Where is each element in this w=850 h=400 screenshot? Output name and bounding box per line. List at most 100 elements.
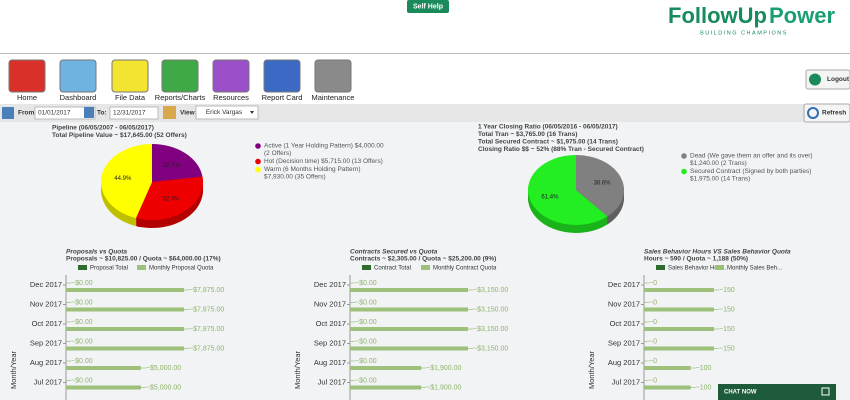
bar	[66, 366, 141, 370]
nav-icon[interactable]	[212, 59, 250, 93]
refresh-label[interactable]: Refresh	[822, 110, 846, 117]
y-tick-label: Dec 2017	[608, 280, 640, 289]
bar-value-label: ~$0.00	[355, 358, 377, 365]
y-tick-label: Oct 2017	[316, 319, 346, 328]
legend-swatch	[255, 166, 261, 173]
bar-value-label: ~150	[719, 326, 735, 333]
nav-label[interactable]: Reports/Charts	[155, 93, 206, 102]
bar	[350, 307, 468, 312]
view-value[interactable]: Erick Vargas	[206, 109, 243, 116]
legend-label: Active (1 Year Holding Pattern) $4,000.0…	[264, 143, 384, 150]
y-tick-label: Oct 2017	[610, 319, 640, 328]
from-value[interactable]: 01/01/2017	[38, 110, 71, 117]
bar-value-label: ~$0.00	[355, 377, 377, 384]
pie-slice	[152, 144, 203, 182]
bar-value-label: ~0	[649, 377, 657, 384]
axis-title: Month/Year	[9, 350, 18, 389]
from-input[interactable]	[34, 106, 96, 120]
refresh-icon[interactable]	[807, 107, 819, 119]
chart-title: Proposals vs Quota	[66, 249, 127, 256]
nav-icon[interactable]	[8, 59, 46, 93]
pie-slice	[528, 155, 608, 225]
bar-value-label: ~$3,150.00	[473, 345, 508, 352]
dropdown-arrow[interactable]	[250, 111, 254, 114]
bar	[644, 327, 714, 331]
legend-label: Hot (Decision time) $5,715.00 (13 Offers…	[264, 158, 383, 165]
nav-icon[interactable]	[111, 59, 149, 93]
bar-value-label: ~$7,875.00	[189, 345, 224, 352]
logout-label[interactable]: Logout	[827, 76, 850, 83]
nav-label[interactable]: Dashboard	[60, 93, 97, 102]
chart-subtitle: Total Pipeline Value ~ $17,645.00 (52 Of…	[52, 132, 187, 139]
nav-icon[interactable]	[161, 59, 199, 93]
legend-swatch	[255, 143, 261, 149]
legend-swatch	[421, 265, 430, 270]
legend-label: Monthly Sales Beh...	[727, 266, 782, 272]
legend-note: $7,930.00 (35 Offers)	[264, 174, 326, 181]
nav-label[interactable]: Maintenance	[312, 93, 355, 102]
self-help-button[interactable]	[407, 0, 449, 13]
nav-label[interactable]: File Data	[115, 93, 146, 102]
nav-label[interactable]: Report Card	[262, 93, 303, 102]
bar-value-label: ~$0.00	[71, 280, 93, 287]
y-tick-label: Nov 2017	[314, 299, 346, 308]
legend-label: Secured Contract (Signed by both parties…	[690, 168, 811, 175]
logo: FollowUpPower	[668, 3, 835, 28]
bar	[644, 366, 691, 370]
calendar-icon[interactable]	[2, 107, 14, 119]
y-tick-label: Sep 2017	[314, 338, 346, 347]
bar	[350, 366, 422, 370]
nav-icon[interactable]	[314, 59, 352, 93]
logout-icon[interactable]	[809, 73, 821, 86]
bar-value-label: ~$1,900.00	[426, 365, 461, 372]
legend-label: Contract Total	[374, 266, 411, 272]
bar-value-label: ~$1,900.00	[426, 384, 461, 391]
chart-subtitle: Closing Ratio $$ ~ 52% (88% Tran - Secur…	[478, 146, 644, 153]
bar	[350, 327, 468, 331]
chat-widget[interactable]	[718, 384, 836, 400]
y-tick-label: Jul 2017	[612, 377, 640, 386]
legend-swatch	[78, 265, 87, 270]
bar-value-label: ~$3,150.00	[473, 326, 508, 333]
self-help-label[interactable]: Self Help	[413, 3, 443, 10]
y-tick-label: Sep 2017	[30, 338, 62, 347]
legend-swatch	[715, 265, 724, 270]
axis-title: Month/Year	[293, 350, 302, 389]
legend-note: (2 Offers)	[264, 150, 291, 157]
bar-value-label: ~$0.00	[355, 299, 377, 306]
bar-value-label: ~100	[696, 365, 712, 372]
slice-label: 61.4%	[541, 195, 559, 201]
to-value[interactable]: 12/31/2017	[113, 110, 146, 117]
bar	[644, 346, 714, 351]
bar-value-label: ~0	[649, 299, 657, 306]
bar-value-label: ~$0.00	[71, 319, 93, 326]
y-tick-label: Dec 2017	[30, 280, 62, 289]
y-tick-label: Dec 2017	[314, 280, 346, 289]
pie-slice	[100, 144, 152, 219]
slice-label: 38.6%	[594, 180, 612, 186]
chat-label[interactable]: CHAT NOW	[724, 390, 757, 396]
nav-icon[interactable]	[263, 59, 301, 93]
y-tick-label: Aug 2017	[30, 358, 62, 367]
to-label: To:	[97, 110, 107, 117]
chart-title: Contracts Secured vs Quota	[350, 249, 438, 256]
bar-value-label: ~$5,000.00	[146, 384, 181, 391]
to-input[interactable]	[109, 106, 159, 120]
bar-value-label: ~$3,150.00	[473, 287, 508, 294]
slice-label: 32.4%	[162, 196, 180, 202]
nav-label[interactable]: Home	[17, 93, 37, 102]
y-tick-label: Sep 2017	[608, 338, 640, 347]
view-select[interactable]	[195, 105, 259, 120]
bar-value-label: ~$3,150.00	[473, 306, 508, 313]
nav-icon[interactable]	[59, 59, 97, 93]
nav-label[interactable]: Resources	[213, 93, 249, 102]
chat-expand-icon[interactable]	[821, 387, 830, 396]
legend-swatch	[681, 168, 687, 175]
axis-title: Month/Year	[587, 350, 596, 389]
calendar-icon[interactable]	[84, 107, 94, 118]
view-label: View:	[180, 110, 197, 117]
bar-value-label: ~150	[719, 306, 735, 313]
legend-label: Monthly Proposal Quota	[149, 266, 214, 272]
legend-swatch	[681, 153, 687, 159]
user-icon	[163, 106, 176, 119]
